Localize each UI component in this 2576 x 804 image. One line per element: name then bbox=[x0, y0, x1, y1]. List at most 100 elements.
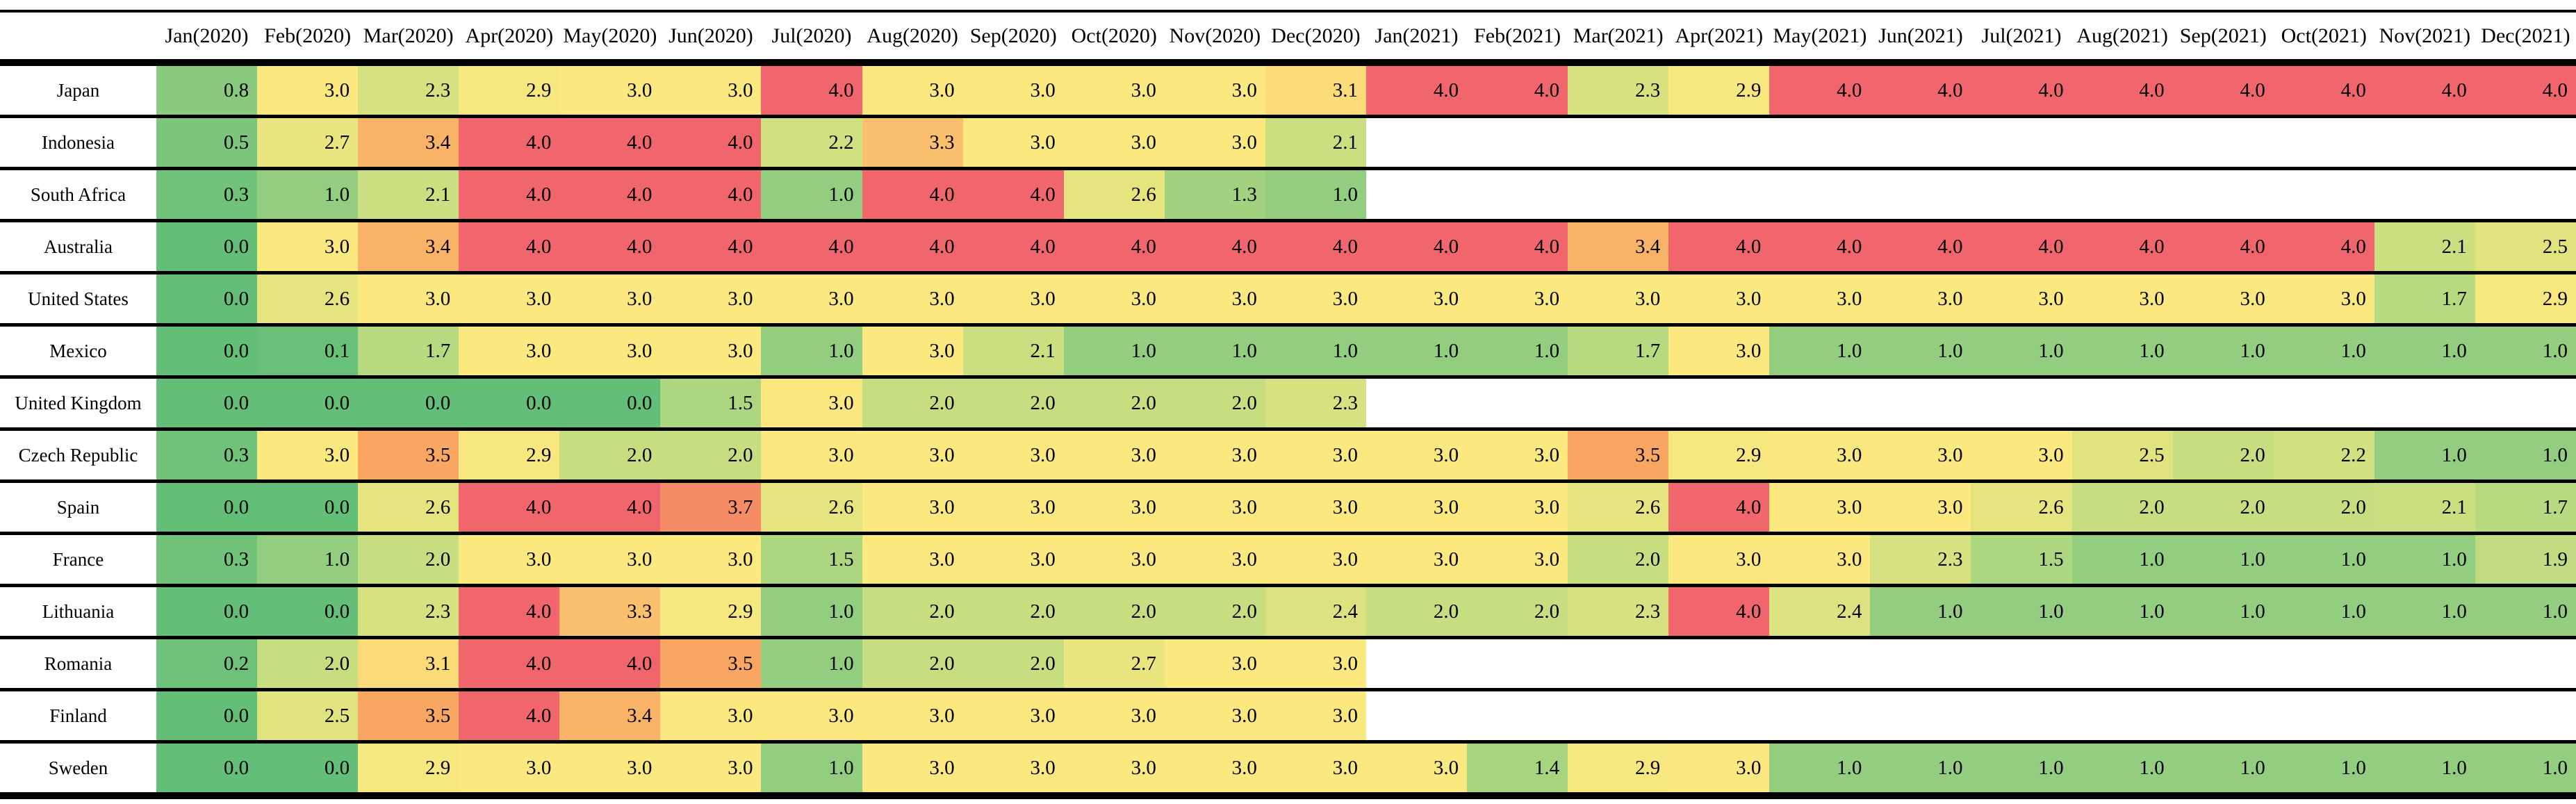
heatmap-cell bbox=[2172, 118, 2274, 167]
heatmap-cell: 1.0 bbox=[1870, 587, 1971, 636]
heatmap-cell: 2.0 bbox=[862, 587, 963, 636]
table-row: United States 0.0 2.6 3.0 3.0 3.0 3.0 3.0 3.0 3.0… bbox=[0, 274, 2576, 327]
heatmap-cell: 0.0 bbox=[156, 744, 258, 792]
heatmap-cell: 4.0 bbox=[1265, 222, 1366, 271]
column-header: Sep(2021) bbox=[2172, 13, 2274, 59]
heatmap-cell bbox=[1467, 639, 1568, 688]
heatmap-cell: 3.5 bbox=[1568, 431, 1669, 479]
heatmap-cell: 3.0 bbox=[761, 691, 862, 740]
heatmap-cell: 1.9 bbox=[2475, 535, 2576, 584]
table-row: Australia 0.0 3.0 3.4 4.0 4.0 4.0 4.0 4.0 4.0 4.0 4… bbox=[0, 222, 2576, 274]
row-label: Lithuania bbox=[0, 587, 156, 636]
heatmap-cell bbox=[2273, 691, 2374, 740]
heatmap-cell bbox=[1365, 691, 1468, 740]
heatmap-cell: 0.0 bbox=[257, 379, 359, 427]
heatmap-cell: 3.0 bbox=[1063, 535, 1165, 584]
heatmap-cell: 3.0 bbox=[459, 535, 560, 584]
heatmap-cell: 1.7 bbox=[1568, 327, 1669, 375]
heatmap-cell: 3.0 bbox=[1971, 274, 2072, 323]
heatmap-cell bbox=[1668, 691, 1770, 740]
heatmap-cell: 3.0 bbox=[660, 274, 762, 323]
corner-cell bbox=[0, 13, 156, 59]
heatmap-cell: 3.1 bbox=[358, 639, 459, 688]
column-header: Jun(2021) bbox=[1870, 13, 1971, 59]
heatmap-cell: 3.3 bbox=[862, 118, 963, 167]
heatmap-cell: 1.0 bbox=[2273, 535, 2374, 584]
heatmap-cell bbox=[1971, 118, 2072, 167]
heatmap-cell: 3.0 bbox=[1265, 483, 1366, 532]
row-label: Australia bbox=[0, 222, 156, 271]
heatmap-cell bbox=[2475, 118, 2576, 167]
heatmap-cell bbox=[2273, 639, 2374, 688]
heatmap-cell: 1.3 bbox=[1164, 170, 1265, 219]
column-header: Oct(2020) bbox=[1063, 13, 1165, 59]
heatmap-cell: 0.0 bbox=[257, 483, 359, 532]
heatmap-cell bbox=[2273, 170, 2374, 219]
heatmap-cell: 3.0 bbox=[1668, 744, 1770, 792]
heatmap-cell: 3.0 bbox=[1063, 744, 1165, 792]
heatmap-cell: 1.0 bbox=[2072, 535, 2173, 584]
heatmap-cell: 3.0 bbox=[1164, 66, 1265, 115]
heatmap-cell: 3.0 bbox=[2273, 274, 2374, 323]
heatmap-cell bbox=[1568, 691, 1669, 740]
heatmap-cell: 3.0 bbox=[962, 274, 1064, 323]
heatmap-cell bbox=[2172, 379, 2274, 427]
heatmap-cell bbox=[1365, 170, 1468, 219]
heatmap-cell: 3.0 bbox=[862, 691, 963, 740]
heatmap-cell: 1.0 bbox=[2374, 535, 2475, 584]
row-label: Sweden bbox=[0, 744, 156, 792]
heatmap-cell: 3.0 bbox=[1265, 274, 1366, 323]
heatmap-cell: 2.1 bbox=[962, 327, 1064, 375]
heatmap-cell: 3.0 bbox=[1769, 274, 1871, 323]
heatmap-cell: 3.0 bbox=[1467, 535, 1568, 584]
heatmap-cell: 4.0 bbox=[2273, 222, 2374, 271]
heatmap-cell: 1.7 bbox=[2475, 483, 2576, 532]
row-label: France bbox=[0, 535, 156, 584]
heatmap-cell: 0.5 bbox=[156, 118, 258, 167]
heatmap-cell: 4.0 bbox=[559, 222, 661, 271]
heatmap-cell: 0.0 bbox=[156, 379, 258, 427]
heatmap-cell: 2.1 bbox=[1265, 118, 1366, 167]
heatmap-cell bbox=[1568, 170, 1669, 219]
heatmap-cell: 3.0 bbox=[1164, 483, 1265, 532]
heatmap-cell: 3.4 bbox=[358, 118, 459, 167]
heatmap-cell: 3.4 bbox=[559, 691, 661, 740]
heatmap-cell: 2.0 bbox=[559, 431, 661, 479]
heatmap-cell: 1.7 bbox=[2374, 274, 2475, 323]
row-label: Indonesia bbox=[0, 118, 156, 167]
heatmap-cell: 2.0 bbox=[1365, 587, 1468, 636]
heatmap-cell: 0.0 bbox=[156, 274, 258, 323]
heatmap-cell: 2.3 bbox=[1870, 535, 1971, 584]
heatmap-cell bbox=[1568, 639, 1669, 688]
heatmap-cell: 0.0 bbox=[559, 379, 661, 427]
heatmap-cell: 4.0 bbox=[761, 222, 862, 271]
heatmap-cell: 0.0 bbox=[156, 483, 258, 532]
heatmap-cell bbox=[1365, 118, 1468, 167]
heatmap-cell: 2.7 bbox=[257, 118, 359, 167]
column-header: Dec(2021) bbox=[2475, 13, 2576, 59]
heatmap-cell: 1.0 bbox=[2475, 431, 2576, 479]
column-header: May(2020) bbox=[559, 13, 661, 59]
heatmap-cell: 4.0 bbox=[2072, 66, 2173, 115]
heatmap-cell: 2.5 bbox=[2072, 431, 2173, 479]
heatmap-cell: 1.0 bbox=[2172, 535, 2274, 584]
heatmap-cell: 2.9 bbox=[1668, 431, 1770, 479]
heatmap-cell: 4.0 bbox=[1365, 66, 1468, 115]
heatmap-cell: 4.0 bbox=[559, 639, 661, 688]
heatmap-cell bbox=[2273, 379, 2374, 427]
heatmap-cell: 3.0 bbox=[257, 66, 359, 115]
heatmap-cell: 3.0 bbox=[1365, 744, 1468, 792]
heatmap-cell: 4.0 bbox=[862, 170, 963, 219]
heatmap-cell bbox=[2273, 118, 2374, 167]
table-row: France 0.3 1.0 2.0 3.0 3.0 3.0 1.5 3.0 3.0 3.0 3.0 3… bbox=[0, 535, 2576, 587]
heatmap-cell: 4.0 bbox=[1668, 222, 1770, 271]
heatmap-cell: 2.0 bbox=[257, 639, 359, 688]
heatmap-cell: 2.6 bbox=[1568, 483, 1669, 532]
heatmap-cell: 3.0 bbox=[2072, 274, 2173, 323]
column-header: Nov(2021) bbox=[2374, 13, 2475, 59]
heatmap-cell: 2.6 bbox=[1971, 483, 2072, 532]
heatmap-cell: 4.0 bbox=[2374, 66, 2475, 115]
heatmap-cell: 4.0 bbox=[2273, 66, 2374, 115]
heatmap-cell bbox=[1870, 639, 1971, 688]
